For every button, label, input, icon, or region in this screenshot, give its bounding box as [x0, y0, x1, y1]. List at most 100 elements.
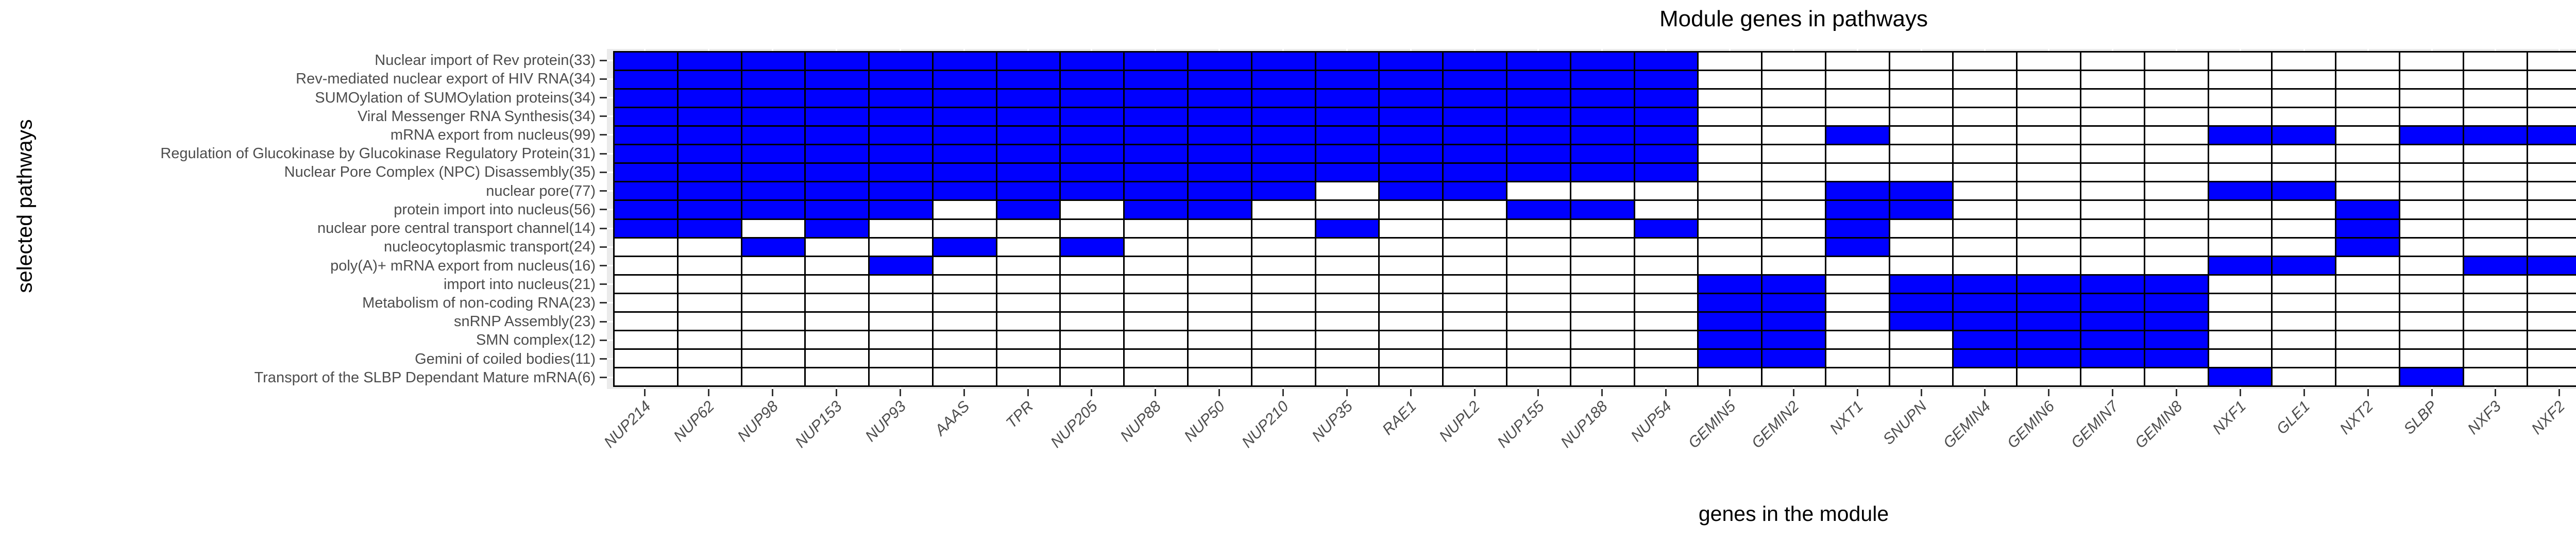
heatmap-cell	[1061, 312, 1124, 330]
x-tick	[1984, 389, 1986, 396]
heatmap-cell	[1826, 90, 1889, 107]
heatmap-cell	[806, 312, 869, 330]
y-tick-label: SUMOylation of SUMOylation proteins(34)	[315, 89, 596, 106]
y-tick-label: nuclear pore central transport channel(1…	[317, 220, 596, 237]
heatmap-cell	[2018, 127, 2080, 144]
heatmap-cell	[1954, 219, 2016, 237]
heatmap-cell	[1380, 108, 1443, 126]
heatmap-cell	[1507, 331, 1570, 348]
x-tick	[708, 389, 710, 396]
heatmap-cell	[997, 201, 1060, 218]
x-tick-label: GEMIN2	[1749, 398, 1803, 452]
heatmap-cell	[1507, 71, 1570, 89]
heatmap-cell	[2081, 257, 2144, 274]
x-tick-label: RAE1	[1379, 398, 1420, 438]
x-tick	[1537, 389, 1539, 396]
heatmap-cell	[1444, 275, 1506, 293]
x-tick-label: NXT2	[2336, 398, 2377, 438]
heatmap-cell	[1252, 275, 1315, 293]
heatmap-cell	[806, 238, 869, 256]
heatmap-cell	[2273, 312, 2335, 330]
heatmap-cell	[1954, 182, 2016, 200]
x-tick-label: SLBP	[2400, 398, 2441, 438]
heatmap-cell	[1571, 312, 1634, 330]
x-tick	[1729, 389, 1731, 396]
heatmap-cell	[1380, 201, 1443, 218]
heatmap-cell	[1890, 294, 1953, 311]
heatmap-cell	[2400, 71, 2463, 89]
heatmap-cell	[2145, 164, 2208, 181]
heatmap-cell	[806, 145, 869, 163]
heatmap-cell	[2273, 275, 2335, 293]
heatmap-cell	[1954, 90, 2016, 107]
heatmap-cell	[2400, 294, 2463, 311]
y-tick-label: SMN complex(12)	[476, 332, 596, 349]
heatmap-cell	[2336, 201, 2399, 218]
heatmap-cell	[2336, 53, 2399, 70]
heatmap-cell	[806, 331, 869, 348]
heatmap-cell	[1571, 201, 1634, 218]
heatmap-cell	[742, 312, 805, 330]
heatmap-cell	[615, 238, 677, 256]
heatmap-cell	[933, 275, 996, 293]
heatmap-cell	[870, 331, 932, 348]
x-tick-label: NUP62	[670, 398, 718, 445]
heatmap-cell	[615, 127, 677, 144]
heatmap-cell	[997, 219, 1060, 237]
heatmap-cell	[2336, 90, 2399, 107]
heatmap-cell	[2273, 71, 2335, 89]
heatmap-cell	[870, 127, 932, 144]
heatmap-cell	[2273, 53, 2335, 70]
heatmap-cell	[1762, 238, 1825, 256]
heatmap-cell	[2145, 257, 2208, 274]
heatmap-cell	[742, 219, 805, 237]
heatmap-cell	[1316, 127, 1379, 144]
x-tick-label: GEMIN4	[1940, 398, 1994, 452]
heatmap-cell	[1125, 238, 1188, 256]
heatmap-cell	[806, 182, 869, 200]
x-tick	[836, 389, 837, 396]
heatmap-cell	[2528, 182, 2576, 200]
heatmap-cell	[2464, 164, 2527, 181]
heatmap-cell	[1762, 164, 1825, 181]
heatmap-cell	[2145, 71, 2208, 89]
heatmap-cell	[870, 164, 932, 181]
heatmap-cell	[1699, 238, 1761, 256]
heatmap-cell	[2400, 201, 2463, 218]
heatmap-cell	[1061, 53, 1124, 70]
heatmap-cell	[1380, 257, 1443, 274]
heatmap-cell	[615, 349, 677, 367]
heatmap-cell	[1571, 71, 1634, 89]
heatmap-cell	[1189, 294, 1251, 311]
heatmap-cell	[1954, 145, 2016, 163]
heatmap-cell	[997, 164, 1060, 181]
heatmap-cell	[1699, 90, 1761, 107]
heatmap-cell	[2081, 90, 2144, 107]
heatmap-cell	[933, 331, 996, 348]
heatmap-cell	[1571, 145, 1634, 163]
heatmap-cell	[2400, 238, 2463, 256]
heatmap-cell	[2209, 294, 2272, 311]
heatmap-cell	[2145, 312, 2208, 330]
heatmap-cell	[1762, 368, 1825, 385]
x-tick	[2303, 389, 2305, 396]
heatmap-cell	[1635, 238, 1698, 256]
heatmap-cell	[2464, 349, 2527, 367]
x-tick-label: NUP214	[600, 398, 654, 451]
heatmap-cell	[2145, 219, 2208, 237]
heatmap-cell	[997, 71, 1060, 89]
heatmap-cell	[2209, 90, 2272, 107]
heatmap-cell	[1189, 331, 1251, 348]
heatmap-cell	[1954, 349, 2016, 367]
x-tick-label: NUP153	[792, 398, 845, 451]
heatmap-cell	[1890, 53, 1953, 70]
heatmap-cell	[742, 257, 805, 274]
y-tick-label: poly(A)+ mRNA export from nucleus(16)	[330, 257, 596, 274]
heatmap-cell	[1316, 53, 1379, 70]
heatmap-cell	[870, 312, 932, 330]
heatmap-cell	[1380, 182, 1443, 200]
heatmap-cell	[1762, 257, 1825, 274]
heatmap-cell	[2081, 127, 2144, 144]
heatmap-cell	[870, 257, 932, 274]
heatmap-cell	[1826, 312, 1889, 330]
